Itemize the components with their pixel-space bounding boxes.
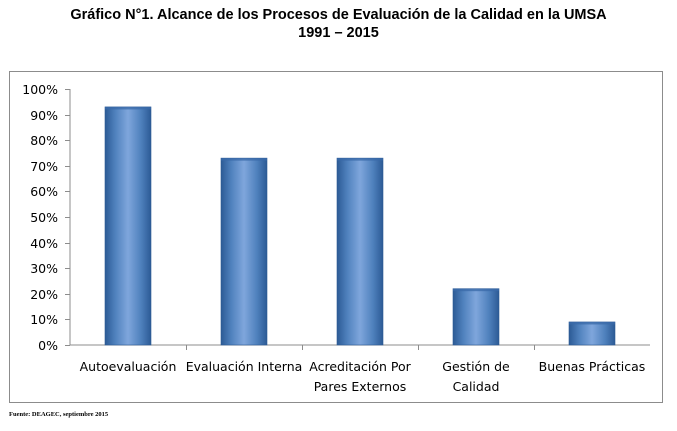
bar: [104, 106, 152, 346]
y-tick-label: 70%: [30, 159, 58, 174]
y-tick-label: 0%: [38, 338, 58, 353]
bar-top-edge: [569, 321, 615, 325]
bar: [452, 288, 500, 346]
chart-frame: [9, 71, 663, 403]
bar-top-edge: [453, 288, 499, 292]
bar-top-edge: [221, 158, 267, 161]
y-tick-label: 40%: [30, 236, 58, 251]
x-category-label: Pares Externos: [314, 379, 407, 394]
chart-subtitle: 1991 – 2015: [298, 25, 379, 41]
y-tick-label: 80%: [30, 133, 58, 148]
x-category-label: Acreditación Por: [309, 359, 411, 374]
x-category-label: Buenas Prácticas: [539, 359, 646, 374]
bar-top-edge: [337, 158, 383, 161]
x-category-label: Autoevaluación: [80, 359, 177, 374]
source-note: Fuente: DEAGEC, septiembre 2015: [9, 411, 109, 418]
chart-title: Gráfico N°1. Alcance de los Procesos de …: [70, 7, 607, 23]
bar-top-edge: [105, 106, 151, 110]
y-tick-label: 60%: [30, 184, 58, 199]
y-tick-label: 50%: [30, 210, 58, 225]
y-tick-label: 10%: [30, 312, 58, 327]
y-tick-label: 30%: [30, 261, 58, 276]
y-tick-label: 100%: [22, 82, 58, 97]
bar: [568, 321, 616, 346]
bar: [336, 157, 384, 346]
x-category-label: Calidad: [453, 379, 500, 394]
x-category-label: Evaluación Interna: [186, 359, 303, 374]
y-tick-label: 20%: [30, 287, 58, 302]
bar: [220, 157, 268, 346]
x-category-label: Gestión de: [442, 359, 510, 374]
y-tick-label: 90%: [30, 108, 58, 123]
